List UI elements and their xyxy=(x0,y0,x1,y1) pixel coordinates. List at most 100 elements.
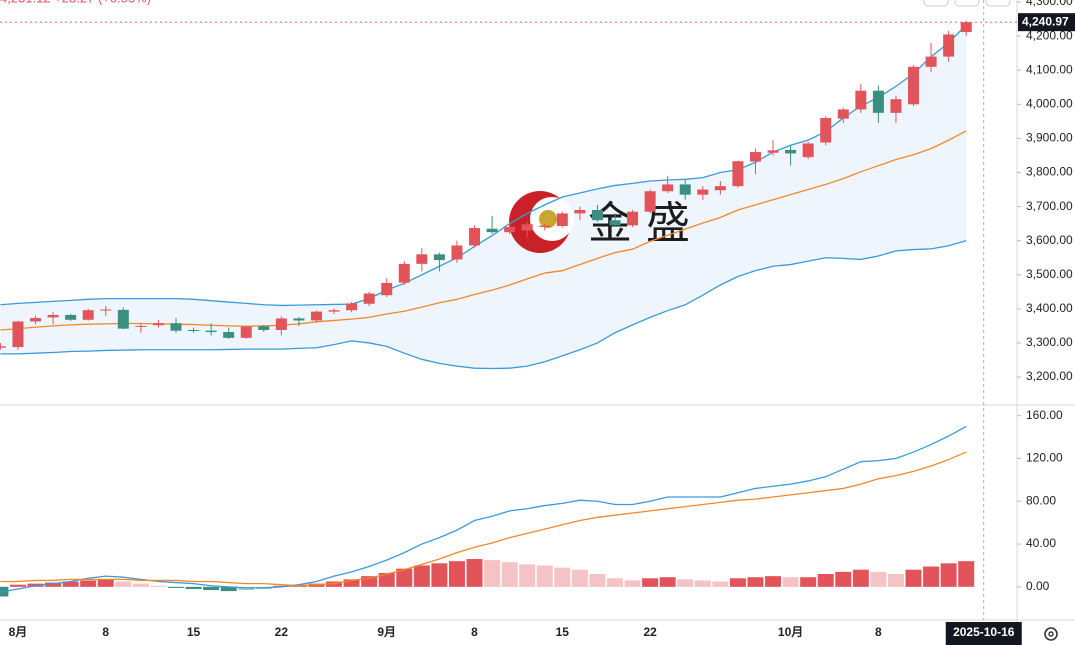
histogram-bar xyxy=(800,577,817,587)
y-tick-label: 0.00 xyxy=(1026,579,1050,593)
candle-body xyxy=(556,213,568,227)
histogram-bar xyxy=(168,586,184,588)
candle-body xyxy=(310,311,322,321)
candle-body xyxy=(328,310,340,312)
x-tick-label: 9月 xyxy=(377,625,396,639)
price-header: 4,231.12 +23.27 (+0.55%) xyxy=(0,0,151,5)
candle-body xyxy=(943,34,955,57)
histogram-bar xyxy=(97,579,114,587)
candle-body xyxy=(346,303,358,311)
x-tick-label: 15 xyxy=(556,625,570,639)
candle-body xyxy=(837,109,849,119)
histogram-bar xyxy=(80,580,97,587)
watermark: 金 盛 xyxy=(509,191,690,253)
x-tick-label: 8 xyxy=(471,625,478,639)
watermark-text: 金 盛 xyxy=(588,198,690,249)
histogram-bar xyxy=(45,582,62,587)
x-tick-label: 8 xyxy=(102,625,109,639)
histogram-bar xyxy=(396,568,413,587)
histogram-bar xyxy=(729,578,746,587)
histogram-bar xyxy=(765,576,782,587)
y-tick-label: 160.00 xyxy=(1026,408,1063,422)
x-tick-label: 22 xyxy=(643,625,657,639)
x-tick-label: 8 xyxy=(875,625,882,639)
candle-body xyxy=(749,152,761,162)
candle-body xyxy=(785,150,797,154)
toolbar-button[interactable] xyxy=(923,0,949,7)
histogram-bar xyxy=(343,579,360,587)
histogram-bar xyxy=(501,562,518,587)
histogram-bar xyxy=(150,585,167,587)
candle-body xyxy=(469,228,481,246)
candle-body xyxy=(504,227,516,233)
settings-button[interactable] xyxy=(1044,627,1058,641)
histogram-bar xyxy=(361,576,378,587)
candle-body xyxy=(767,150,779,153)
toolbar-button[interactable] xyxy=(985,0,1011,7)
histogram-bar xyxy=(466,559,483,587)
histogram-bar xyxy=(448,561,465,587)
macd-line xyxy=(0,451,967,587)
watermark-logo-ball xyxy=(539,210,557,228)
histogram-bar xyxy=(782,577,799,587)
candle-body xyxy=(820,117,832,143)
histogram-bar xyxy=(905,569,922,587)
x-tick-label: 8月 xyxy=(9,625,28,639)
candle-body xyxy=(0,346,6,348)
candle-body xyxy=(100,309,112,311)
band-lower xyxy=(0,240,967,370)
band-fill xyxy=(0,24,967,369)
candle-body xyxy=(925,56,937,67)
candle-body xyxy=(714,186,726,191)
candle-body xyxy=(433,254,445,261)
histogram-bar xyxy=(9,584,26,587)
candle-body xyxy=(398,263,410,283)
y-tick-label: 3,900.00 xyxy=(1026,131,1073,145)
y-tick-label: 3,200.00 xyxy=(1026,369,1073,383)
candle-body xyxy=(30,318,42,322)
histogram-bar xyxy=(835,571,852,587)
histogram-bar xyxy=(554,567,571,587)
candle-body xyxy=(697,189,709,195)
y-tick-label: 4,100.00 xyxy=(1026,62,1073,76)
candle-body xyxy=(574,210,586,214)
histogram-bar xyxy=(607,578,623,587)
y-tick-label: 4,200.00 xyxy=(1026,28,1073,42)
candle-body xyxy=(188,330,200,331)
y-tick-label: 3,800.00 xyxy=(1026,165,1073,179)
histogram-bar xyxy=(677,579,694,587)
candle-body xyxy=(802,143,814,158)
histogram-bar xyxy=(203,586,220,591)
settings-icon-center[interactable] xyxy=(1048,631,1054,637)
candle-body xyxy=(451,245,463,260)
candle-body xyxy=(65,315,77,320)
y-tick-label: 4,000.00 xyxy=(1026,96,1073,110)
candle-body xyxy=(872,90,884,113)
toolbar-button[interactable] xyxy=(954,0,980,7)
candle-body xyxy=(293,318,305,321)
candle-body xyxy=(662,184,674,192)
y-tick-label: 3,700.00 xyxy=(1026,199,1073,213)
histogram-bar xyxy=(431,563,448,587)
candle-body xyxy=(170,323,182,331)
histogram-bar xyxy=(484,560,501,587)
candle-body xyxy=(135,325,147,327)
histogram-bar xyxy=(659,577,676,587)
x-tick-label: 22 xyxy=(275,625,289,639)
histogram-bar xyxy=(519,564,536,587)
candle-body xyxy=(240,326,252,338)
histogram-bar xyxy=(958,561,975,587)
candle-body xyxy=(12,321,24,348)
settings-icon[interactable] xyxy=(1044,627,1058,641)
last-price-label: 4,240.97 xyxy=(1022,14,1069,28)
last-price-box xyxy=(1018,13,1075,32)
histogram-bar xyxy=(378,572,395,587)
candle-body xyxy=(258,326,270,330)
y-tick-label: 3,600.00 xyxy=(1026,233,1073,247)
histogram-bar xyxy=(571,569,588,587)
crosshair-date-box xyxy=(945,622,1022,645)
candle-body xyxy=(223,332,235,338)
histogram-bar xyxy=(940,563,957,587)
candle-body xyxy=(591,210,603,221)
y-tick-label: 80.00 xyxy=(1026,493,1056,507)
